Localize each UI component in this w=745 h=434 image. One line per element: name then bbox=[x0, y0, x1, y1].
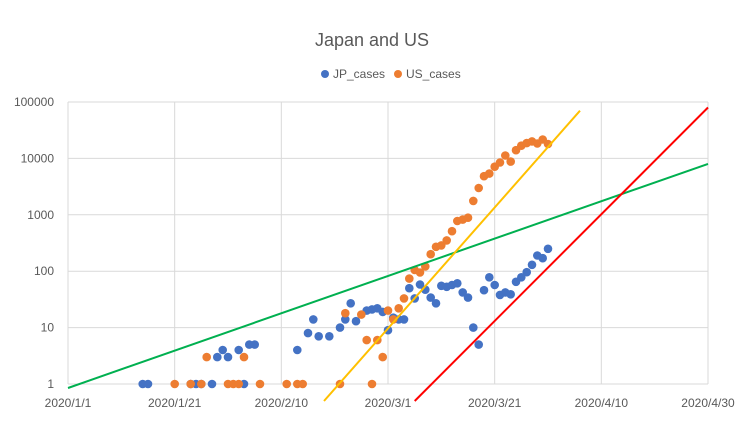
jp-point bbox=[223, 352, 233, 362]
x-tick-label: 2020/2/10 bbox=[255, 396, 309, 410]
y-tick-label: 100000 bbox=[14, 95, 54, 109]
us-point bbox=[341, 308, 350, 318]
jp-point bbox=[543, 244, 553, 254]
us-point bbox=[495, 158, 505, 167]
jp-point bbox=[325, 332, 334, 341]
jp-point bbox=[335, 323, 345, 332]
y-axis: 1 10 100 1000 10000 100000 bbox=[14, 95, 54, 391]
us-point bbox=[543, 139, 553, 149]
jp-point bbox=[490, 280, 500, 290]
jp-point bbox=[143, 379, 153, 389]
us-point bbox=[367, 379, 377, 389]
jp-point bbox=[234, 345, 243, 355]
jp-point bbox=[431, 299, 441, 308]
us-point bbox=[399, 294, 409, 303]
x-axis: 2020/1/1 2020/1/21 2020/2/10 2020/3/1 2020/3… bbox=[45, 396, 735, 410]
us-point bbox=[202, 352, 211, 362]
jp-point bbox=[399, 315, 409, 324]
jp-point bbox=[303, 328, 313, 338]
us-point bbox=[186, 379, 195, 389]
x-tick-label: 2020/3/21 bbox=[468, 396, 522, 410]
us-point bbox=[239, 352, 249, 362]
y-tick-label: 10 bbox=[41, 321, 55, 335]
jp-point bbox=[463, 293, 473, 302]
jp-point bbox=[351, 316, 361, 326]
chart-title: Japan and US bbox=[315, 30, 429, 50]
trendlines bbox=[67, 106, 709, 402]
x-tick-label: 2020/3/1 bbox=[365, 396, 412, 410]
legend-marker-us bbox=[394, 70, 402, 78]
jp-point bbox=[458, 288, 468, 297]
us-point bbox=[282, 379, 292, 389]
jp-point bbox=[293, 345, 302, 355]
x-tick-label: 2020/4/10 bbox=[575, 396, 629, 410]
x-tick-label: 2020/1/21 bbox=[148, 396, 202, 410]
jp-point bbox=[405, 283, 414, 293]
jp-point bbox=[213, 352, 222, 362]
us-point bbox=[197, 379, 206, 389]
jp-point bbox=[314, 332, 324, 341]
y-tick-label: 1 bbox=[47, 377, 54, 391]
plot-area bbox=[138, 135, 553, 389]
y-tick-label: 10000 bbox=[21, 151, 55, 165]
jp-point bbox=[538, 253, 547, 263]
jp-point bbox=[346, 299, 356, 308]
us-point bbox=[426, 249, 436, 259]
us-point bbox=[234, 379, 243, 389]
jp-point bbox=[207, 379, 217, 389]
trendline-2 bbox=[323, 110, 581, 402]
us-point bbox=[383, 306, 393, 315]
jp-point bbox=[527, 260, 537, 270]
jp-point bbox=[469, 323, 478, 332]
jp-point bbox=[474, 340, 484, 349]
series-JP_cases bbox=[138, 244, 553, 389]
us-point bbox=[447, 226, 457, 236]
trendline-3 bbox=[413, 106, 709, 402]
x-tick-label: 2020/1/1 bbox=[45, 396, 92, 410]
jp-point bbox=[309, 315, 318, 324]
us-point bbox=[394, 304, 404, 313]
us-point bbox=[405, 274, 414, 283]
jp-point bbox=[341, 315, 350, 324]
jp-point bbox=[218, 345, 227, 355]
us-point bbox=[362, 335, 372, 345]
us-point bbox=[469, 196, 478, 206]
us-point bbox=[501, 151, 510, 160]
jp-point bbox=[485, 273, 494, 282]
us-point bbox=[357, 310, 366, 319]
jp-point bbox=[250, 340, 259, 349]
us-point bbox=[474, 183, 484, 193]
us-point bbox=[255, 379, 265, 389]
us-point bbox=[437, 241, 446, 250]
jp-point bbox=[479, 285, 489, 295]
us-point bbox=[298, 379, 308, 389]
jp-point bbox=[426, 293, 436, 302]
jp-point bbox=[506, 290, 515, 299]
jp-point bbox=[517, 273, 526, 282]
x-tick-label: 2020/4/30 bbox=[681, 396, 735, 410]
us-point bbox=[170, 379, 179, 389]
us-point bbox=[415, 268, 425, 277]
series-US_cases bbox=[170, 135, 553, 389]
jp-point bbox=[415, 280, 425, 289]
us-point bbox=[378, 352, 388, 362]
us-point bbox=[485, 169, 494, 178]
legend-marker-jp bbox=[321, 70, 329, 78]
us-point bbox=[442, 236, 452, 245]
us-point bbox=[389, 315, 398, 324]
us-point bbox=[463, 213, 473, 222]
y-tick-label: 100 bbox=[34, 264, 54, 278]
jp-point bbox=[453, 279, 462, 288]
trendline-1 bbox=[67, 162, 709, 389]
jp-point bbox=[522, 267, 531, 277]
legend-label-us: US_cases bbox=[406, 67, 461, 81]
legend-label-jp: JP_cases bbox=[333, 67, 385, 81]
legend: JP_cases US_cases bbox=[321, 67, 461, 81]
us-point bbox=[506, 157, 515, 166]
y-tick-label: 1000 bbox=[27, 208, 54, 222]
grid bbox=[67, 101, 709, 385]
